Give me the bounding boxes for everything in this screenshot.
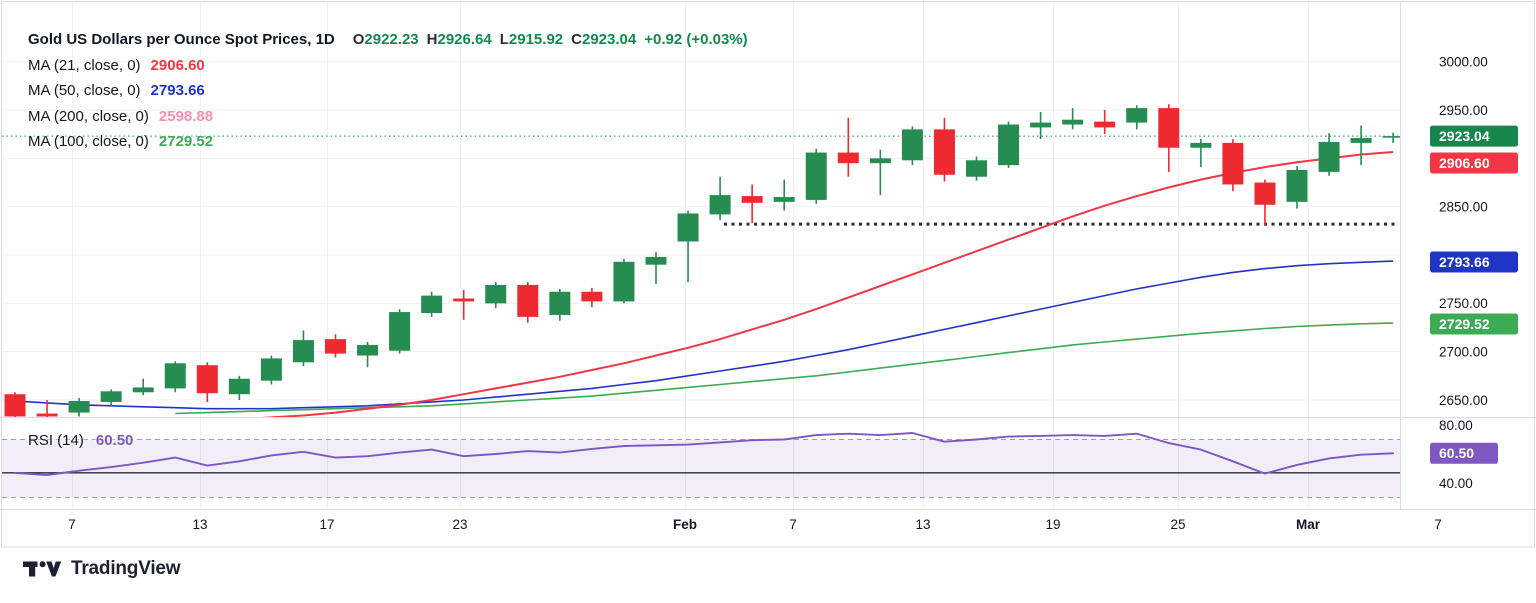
candle-body — [1158, 108, 1180, 148]
price-axis[interactable]: 3000.00 2950.00 2850.00 2750.00 2700.00 2650.… — [1430, 55, 1518, 491]
time-axis-label: 7 — [789, 517, 797, 532]
price-axis-label: 2950.00 — [1439, 103, 1488, 118]
candle-body — [164, 363, 186, 389]
time-axis-label: 13 — [915, 517, 930, 532]
price-axis-label: 80.00 — [1439, 418, 1473, 433]
candle-body — [613, 261, 635, 302]
tradingview-brand-text: TradingView — [71, 558, 181, 579]
rsi-pane[interactable] — [2, 432, 1400, 499]
candle-body — [325, 339, 346, 354]
candles-layer[interactable] — [4, 104, 1404, 420]
candle-body — [581, 291, 603, 302]
candle-body — [36, 413, 58, 417]
price-badge: 2793.66 — [1430, 251, 1518, 273]
candle-body — [453, 298, 475, 302]
candle-body — [645, 256, 667, 265]
time-axis-label: 7 — [68, 517, 76, 532]
rsi-line[interactable] — [14, 432, 1395, 476]
tradingview-logo-icon — [23, 561, 62, 577]
rsi-legend-row[interactable]: RSI (14) 60.50 — [28, 431, 133, 451]
price-badge: 2923.04 — [1430, 125, 1518, 147]
candle-body — [68, 400, 90, 413]
candle-body — [549, 291, 571, 315]
grid — [2, 2, 1400, 509]
candle-body — [228, 378, 250, 395]
candle-body — [998, 124, 1020, 166]
time-axis-label: 17 — [319, 517, 334, 532]
candle-body — [485, 284, 507, 304]
price-badge: 2729.52 — [1430, 313, 1518, 335]
time-axis-label: Feb — [673, 517, 697, 532]
candle-body — [933, 129, 955, 175]
candle-body — [1254, 182, 1276, 205]
candle-body — [837, 152, 859, 164]
svg-text:2923.04: 2923.04 — [1439, 128, 1490, 144]
svg-text:60.50: 60.50 — [1439, 445, 1474, 461]
candle-body — [292, 340, 314, 363]
candle-body — [901, 129, 923, 161]
ma-line-ma21[interactable] — [239, 151, 1394, 419]
widget-border — [1, 1, 1535, 548]
time-axis-label: 13 — [192, 517, 207, 532]
candle-body — [1318, 141, 1340, 172]
candle-body — [4, 394, 26, 417]
candle-body — [132, 387, 154, 393]
candle-body — [517, 284, 539, 317]
pane-separators — [0, 1, 1536, 548]
time-axis-label: 23 — [452, 517, 467, 532]
candle-body — [1190, 142, 1212, 148]
rsi-band-fill — [2, 439, 1400, 498]
rsi-label: RSI (14) — [28, 432, 84, 449]
candle-body — [1094, 121, 1116, 128]
price-axis-label: 2750.00 — [1439, 296, 1488, 311]
time-axis[interactable]: 7 13 17 23 Feb 7 13 19 25 Mar 7 — [68, 517, 1442, 532]
candle-body — [1350, 138, 1372, 143]
candle-body — [1126, 108, 1148, 123]
candle-body — [196, 365, 218, 394]
candle-body — [677, 213, 699, 242]
candle-body — [773, 197, 795, 202]
price-badge: 60.50 — [1430, 442, 1498, 464]
candle-body — [1286, 169, 1308, 202]
price-axis-label: 2850.00 — [1439, 200, 1488, 215]
svg-text:2729.52: 2729.52 — [1439, 316, 1490, 332]
price-axis-label: 2700.00 — [1439, 345, 1488, 360]
candle-body — [357, 344, 379, 356]
candle-body — [805, 152, 827, 200]
candle-body — [1222, 142, 1244, 185]
candle-body — [966, 160, 987, 177]
ma-line-ma50[interactable] — [14, 260, 1394, 410]
rsi-value: 60.50 — [95, 432, 134, 449]
candle-body — [709, 195, 731, 215]
svg-text:2793.66: 2793.66 — [1439, 254, 1490, 270]
time-axis-label: 19 — [1045, 517, 1060, 532]
candle-body — [421, 295, 443, 314]
price-axis-label: 2650.00 — [1439, 393, 1488, 408]
price-axis-label: 40.00 — [1439, 476, 1473, 491]
time-axis-label: 25 — [1170, 517, 1185, 532]
price-badge: 2906.60 — [1430, 152, 1518, 174]
candle-body — [1382, 136, 1400, 138]
svg-text:2906.60: 2906.60 — [1439, 155, 1490, 171]
candle-body — [389, 312, 411, 351]
candle-body — [741, 196, 763, 203]
time-axis-label: 7 — [1434, 517, 1442, 532]
price-axis-label: 3000.00 — [1439, 55, 1488, 70]
candle-body — [1030, 122, 1052, 128]
tradingview-attribution[interactable]: TradingView — [22, 558, 181, 580]
candle-body — [869, 158, 891, 164]
candle-body — [260, 358, 282, 381]
main-pane[interactable] — [2, 104, 1404, 420]
chart-canvas[interactable]: 3000.00 2950.00 2850.00 2750.00 2700.00 2650.… — [0, 0, 1536, 548]
candle-body — [1062, 119, 1084, 125]
time-axis-label: Mar — [1296, 517, 1321, 532]
candle-body — [100, 391, 122, 402]
